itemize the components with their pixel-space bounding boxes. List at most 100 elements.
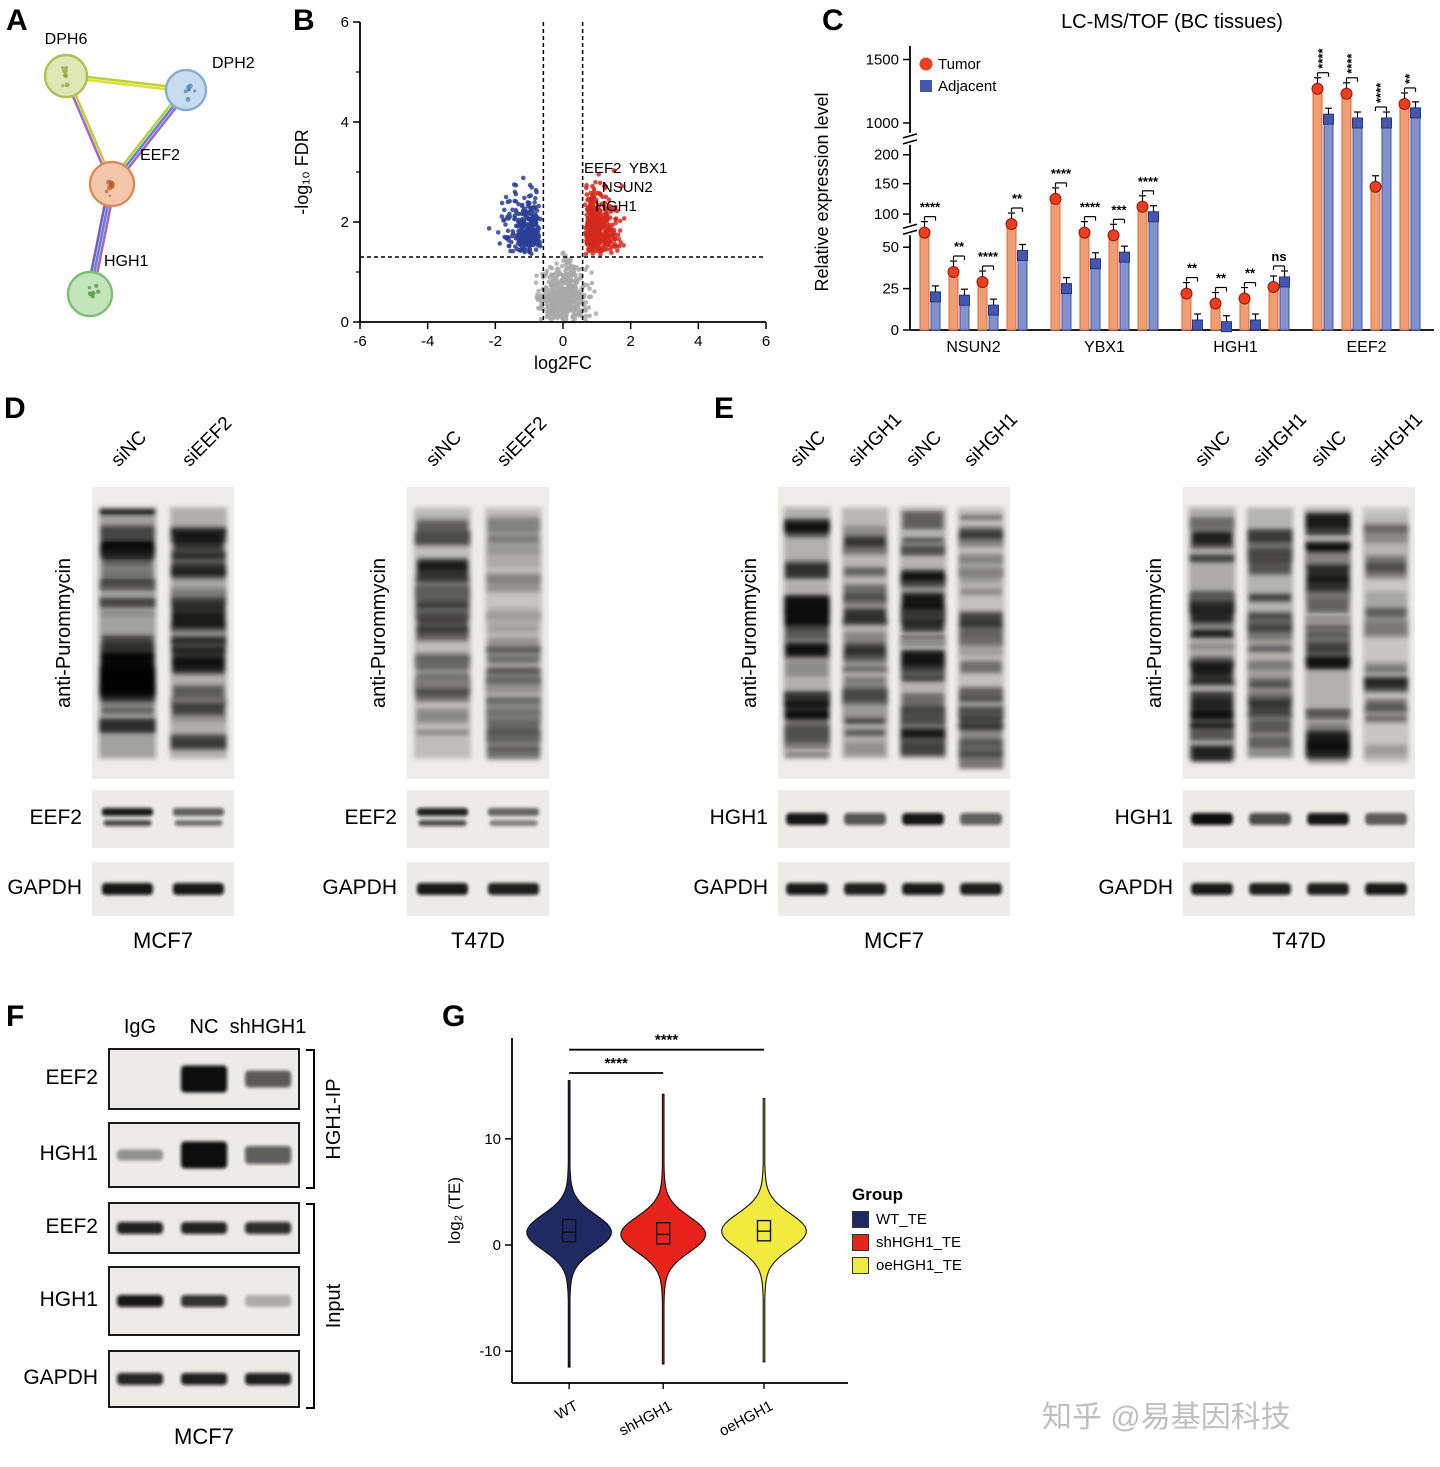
rect [843, 594, 887, 605]
circle [529, 233, 535, 238]
rect [899, 641, 946, 646]
circle [523, 214, 529, 220]
tumor-bar [1341, 93, 1352, 331]
rect [417, 562, 468, 573]
category-label: shHGH1 [616, 1398, 675, 1440]
node-texture [63, 73, 68, 78]
rect [1305, 642, 1351, 654]
y-axis-label: Relative expression level [812, 92, 832, 291]
circle [602, 204, 607, 210]
smear-lane [899, 507, 947, 759]
blot-target-label: EEF2 [29, 806, 82, 829]
circle [505, 228, 511, 234]
circle [555, 288, 561, 293]
rect [1364, 685, 1408, 689]
line [902, 133, 918, 139]
tumor-bar [1108, 234, 1119, 331]
protein-band [487, 883, 539, 895]
rect [99, 683, 156, 702]
protein-band [1365, 883, 1407, 895]
lane-label: siNC [786, 427, 831, 471]
panel-label-b: B [293, 4, 315, 37]
y-tick-label: 1000 [866, 115, 899, 132]
tumor-point [1238, 292, 1251, 305]
circle [536, 226, 542, 231]
rect [100, 644, 155, 660]
gene-group-label: NSUN2 [946, 339, 1000, 356]
band-group [117, 1295, 292, 1307]
x-tick-label: -6 [353, 333, 366, 350]
circle [597, 191, 603, 197]
circle [587, 286, 592, 292]
y-tick-label: 50 [882, 239, 899, 256]
tumor-bar [1268, 286, 1279, 331]
rect [1191, 716, 1233, 725]
rect [1190, 722, 1234, 728]
blot-frame [108, 1202, 300, 1254]
protein-band [245, 1295, 292, 1307]
rect [784, 518, 831, 531]
circle [533, 196, 538, 201]
rect [1249, 737, 1291, 749]
circle [597, 180, 603, 186]
protein-band [902, 813, 944, 825]
circle [526, 246, 532, 252]
rect [1306, 656, 1350, 670]
circle [571, 268, 577, 274]
circle [564, 312, 569, 318]
rect [488, 720, 539, 734]
violin-WT [526, 1079, 612, 1368]
rect [486, 641, 541, 654]
lane-label: siHGH1 [1249, 409, 1312, 471]
tumor-point [947, 266, 960, 279]
adjacent-point [988, 304, 999, 316]
node-texture [187, 83, 193, 89]
cell-line-label: MCF7 [864, 928, 924, 953]
circle [569, 304, 575, 310]
band-group [1191, 813, 1407, 825]
circle [545, 312, 550, 318]
smear-lane [841, 507, 889, 759]
rect [416, 520, 469, 532]
circle [524, 233, 530, 238]
blot-target-label: HGH1 [1114, 806, 1173, 829]
rect [960, 619, 1002, 636]
adjacent-point [1090, 258, 1101, 270]
node-texture [187, 87, 191, 92]
rect [171, 563, 225, 581]
legend-swatch [852, 1234, 869, 1251]
legend-label: shHGH1_TE [876, 1234, 962, 1251]
circle [524, 209, 530, 214]
circle [608, 209, 614, 214]
band-group [117, 1222, 292, 1234]
circle [613, 216, 619, 222]
circle [596, 246, 601, 252]
lane-label: siNC [902, 427, 947, 471]
rect [1247, 529, 1293, 534]
circle [617, 218, 623, 224]
sig-label: **** [978, 249, 999, 264]
rect [486, 572, 541, 582]
cell-line-label: T47D [451, 928, 505, 953]
rect [415, 652, 470, 663]
circle [547, 275, 552, 280]
tumor-point [1078, 226, 1091, 239]
rect [1366, 699, 1407, 712]
circle [534, 273, 539, 279]
circle [616, 236, 622, 242]
rect [842, 705, 888, 717]
circle [549, 316, 555, 322]
circle [583, 313, 589, 319]
rect [1191, 703, 1233, 720]
protein-band [487, 808, 539, 816]
circle [522, 195, 527, 201]
tumor-bar [1137, 206, 1148, 331]
tumor-point [918, 226, 931, 239]
blot-target-label: GAPDH [693, 876, 768, 899]
rect [903, 676, 943, 682]
circle [560, 280, 566, 286]
circle [513, 244, 518, 249]
circle [593, 311, 599, 317]
circle [486, 226, 492, 231]
